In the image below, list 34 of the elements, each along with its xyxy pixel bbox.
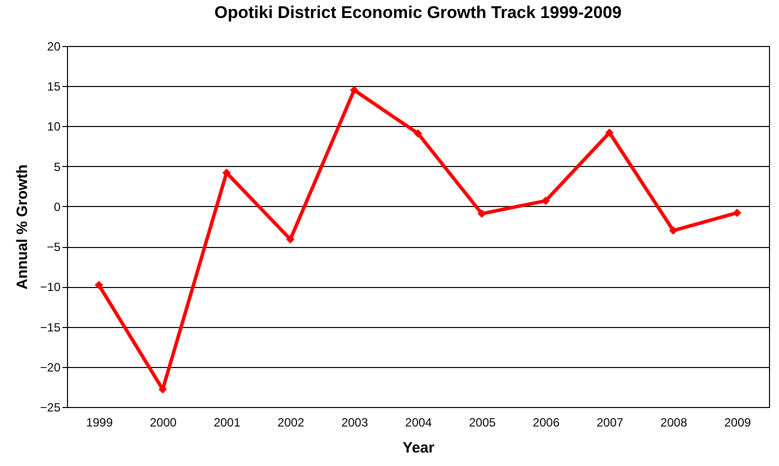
- x-tick-label: 2004: [405, 416, 432, 430]
- y-tick-label: −20: [40, 360, 61, 374]
- point: [732, 208, 742, 218]
- x-tick-label: 2001: [214, 416, 241, 430]
- point: [478, 209, 486, 218]
- x-tick-label: 2003: [341, 416, 368, 430]
- y-tick-label: −15: [40, 320, 61, 334]
- point: [541, 196, 550, 206]
- x-tick-label: 1999: [86, 416, 114, 430]
- x-tick-label: 2008: [660, 416, 688, 430]
- y-tick-label: 20: [47, 40, 61, 54]
- point: [669, 226, 678, 235]
- chart-title: Opotiki District Economic Growth Track 1999-2009: [214, 3, 622, 22]
- y-tick-label: −25: [40, 400, 61, 414]
- point: [605, 128, 614, 137]
- point: [414, 129, 422, 138]
- y-tick-label: 15: [47, 80, 61, 94]
- y-axis-title: Annual % Growth: [14, 164, 32, 290]
- x-axis-title: Year: [402, 440, 435, 456]
- point: [286, 235, 295, 244]
- y-tick-label: 10: [47, 120, 61, 134]
- x-tick-label: 2006: [532, 416, 560, 430]
- x-tick-label: 2000: [150, 416, 177, 430]
- x-tick-label: 2009: [724, 416, 752, 430]
- y-tick-label: 5: [54, 160, 61, 174]
- x-tick-label: 2002: [278, 416, 305, 430]
- y-tick-label: 0: [54, 200, 61, 214]
- y-tick-label: −5: [46, 240, 61, 254]
- y-tick-label: −10: [40, 280, 61, 294]
- point: [222, 168, 231, 177]
- x-tick-label: 2007: [596, 416, 624, 430]
- point: [94, 280, 104, 290]
- x-tick-label: 2005: [468, 416, 496, 430]
- point: [350, 86, 358, 94]
